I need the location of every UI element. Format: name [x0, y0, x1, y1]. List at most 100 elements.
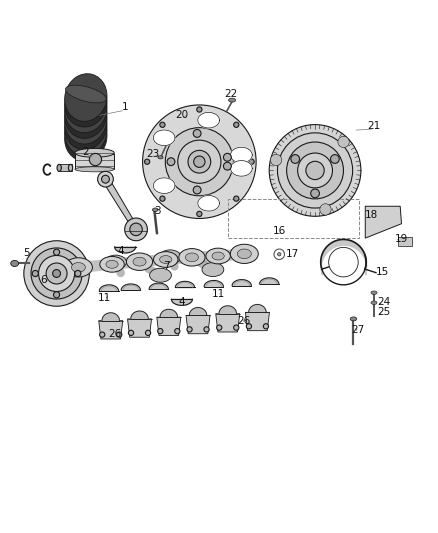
Ellipse shape: [153, 252, 178, 268]
Polygon shape: [160, 309, 177, 317]
Circle shape: [99, 332, 105, 337]
Circle shape: [278, 253, 281, 256]
Ellipse shape: [100, 256, 124, 272]
Polygon shape: [219, 306, 237, 313]
Circle shape: [320, 204, 331, 215]
Circle shape: [311, 189, 319, 198]
Text: 18: 18: [364, 210, 378, 220]
Circle shape: [233, 122, 239, 127]
Circle shape: [46, 263, 67, 284]
Ellipse shape: [206, 248, 230, 264]
Ellipse shape: [75, 148, 114, 157]
Text: 1: 1: [122, 102, 128, 112]
Bar: [58, 164, 72, 171]
Circle shape: [160, 122, 165, 127]
Polygon shape: [149, 283, 168, 289]
Circle shape: [53, 292, 60, 298]
Circle shape: [291, 155, 300, 163]
Polygon shape: [198, 196, 219, 211]
Ellipse shape: [371, 291, 377, 294]
Text: 11: 11: [98, 293, 111, 303]
Ellipse shape: [179, 248, 205, 266]
Text: 15: 15: [376, 266, 389, 277]
Circle shape: [277, 133, 353, 208]
Ellipse shape: [65, 74, 107, 122]
Ellipse shape: [133, 257, 146, 266]
Circle shape: [32, 270, 39, 277]
Polygon shape: [232, 280, 251, 286]
Circle shape: [331, 155, 339, 163]
Circle shape: [167, 158, 175, 166]
Ellipse shape: [185, 253, 198, 262]
Ellipse shape: [65, 91, 107, 139]
Text: 22: 22: [225, 89, 238, 99]
Circle shape: [39, 255, 74, 292]
Circle shape: [175, 328, 180, 334]
Ellipse shape: [75, 167, 114, 172]
Circle shape: [204, 327, 209, 332]
Polygon shape: [127, 319, 152, 337]
Ellipse shape: [65, 108, 107, 156]
Ellipse shape: [65, 102, 107, 150]
Circle shape: [197, 107, 202, 112]
Text: 19: 19: [395, 235, 408, 245]
Polygon shape: [186, 316, 210, 334]
Circle shape: [233, 325, 239, 330]
Polygon shape: [115, 247, 136, 253]
Polygon shape: [131, 311, 148, 319]
Ellipse shape: [158, 156, 163, 159]
Ellipse shape: [212, 252, 224, 260]
Circle shape: [158, 328, 163, 334]
Circle shape: [145, 159, 150, 164]
Text: 17: 17: [286, 249, 299, 259]
Circle shape: [89, 154, 102, 166]
Ellipse shape: [371, 301, 377, 304]
Circle shape: [98, 171, 113, 187]
Ellipse shape: [150, 268, 171, 282]
Circle shape: [24, 241, 89, 306]
Circle shape: [53, 249, 60, 255]
Ellipse shape: [11, 261, 18, 266]
Circle shape: [102, 175, 110, 183]
Circle shape: [75, 270, 81, 277]
Ellipse shape: [159, 250, 181, 264]
Text: 27: 27: [351, 325, 364, 335]
Circle shape: [31, 248, 82, 299]
Text: 20: 20: [175, 110, 188, 119]
Circle shape: [160, 196, 165, 201]
Bar: [75, 154, 114, 169]
Circle shape: [306, 161, 324, 180]
Ellipse shape: [65, 79, 107, 127]
Polygon shape: [216, 313, 240, 332]
Ellipse shape: [202, 263, 224, 277]
Circle shape: [328, 247, 358, 277]
Ellipse shape: [71, 263, 85, 272]
Circle shape: [117, 332, 122, 337]
Circle shape: [246, 324, 251, 329]
Polygon shape: [249, 304, 266, 312]
Ellipse shape: [350, 317, 357, 321]
Text: 24: 24: [378, 297, 391, 308]
Circle shape: [263, 324, 268, 329]
Text: 2: 2: [82, 147, 89, 157]
Text: 25: 25: [378, 308, 391, 317]
Circle shape: [188, 150, 211, 173]
Circle shape: [269, 125, 361, 216]
Circle shape: [223, 162, 231, 170]
Ellipse shape: [152, 208, 158, 212]
Circle shape: [178, 140, 221, 183]
Text: 16: 16: [272, 225, 286, 236]
Ellipse shape: [65, 114, 107, 161]
Polygon shape: [157, 317, 181, 335]
Polygon shape: [99, 321, 123, 339]
Circle shape: [338, 136, 349, 148]
Circle shape: [249, 159, 254, 164]
Circle shape: [223, 154, 231, 161]
Circle shape: [197, 211, 202, 216]
Polygon shape: [171, 299, 192, 305]
Ellipse shape: [237, 249, 251, 259]
Polygon shape: [175, 281, 194, 287]
Text: 3: 3: [155, 206, 161, 216]
Circle shape: [270, 155, 282, 166]
Ellipse shape: [105, 255, 127, 269]
